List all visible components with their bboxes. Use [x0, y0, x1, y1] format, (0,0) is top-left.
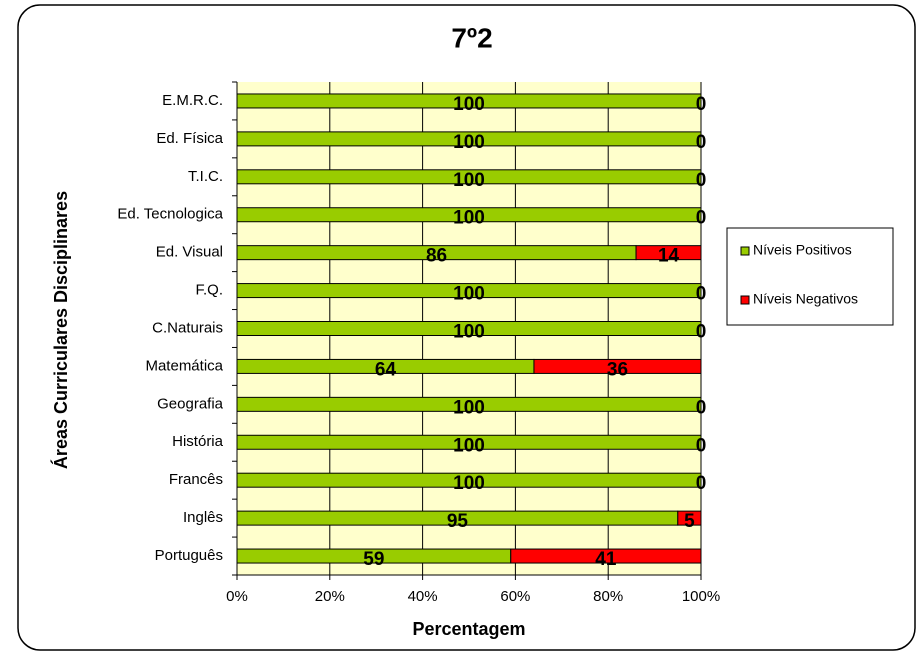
bar-segment	[236, 93, 702, 109]
data-label: 0	[696, 208, 707, 229]
x-tick-label: 80%	[593, 588, 623, 605]
y-tick-label: Ed. Tecnologica	[117, 206, 223, 223]
data-label: 0	[696, 397, 707, 418]
data-label: 100	[453, 397, 485, 418]
data-label: 100	[453, 170, 485, 191]
data-label: 95	[447, 511, 469, 532]
y-tick-label: Matemática	[145, 357, 223, 374]
bar-segment	[635, 245, 702, 261]
y-tick-label: T.I.C.	[188, 168, 223, 185]
y-tick-label: E.M.R.C.	[162, 92, 223, 109]
legend-label: Níveis Positivos	[753, 242, 852, 258]
data-label: 5	[684, 511, 695, 532]
bar-segment	[677, 510, 702, 526]
y-tick-label: História	[172, 433, 224, 450]
data-label: 0	[696, 473, 707, 494]
x-tick-label: 0%	[226, 588, 248, 605]
data-label: 64	[375, 359, 397, 380]
y-tick-label: C.Naturais	[152, 319, 223, 336]
bar-segment	[236, 283, 702, 299]
data-label: 36	[607, 359, 628, 380]
legend-label: Níveis Negativos	[753, 291, 858, 307]
chart-title: 7º2	[451, 22, 492, 53]
x-tick-label: 40%	[408, 588, 438, 605]
bar-segment	[236, 321, 702, 336]
legend-swatch	[740, 295, 750, 305]
x-tick-label: 100%	[682, 588, 720, 605]
data-label: 100	[453, 322, 485, 343]
data-label: 0	[696, 94, 707, 115]
y-axis-label: Áreas Curriculares Disciplinares	[50, 191, 71, 469]
y-tick-label: Francês	[169, 471, 223, 488]
data-label: 0	[696, 132, 707, 153]
data-label: 100	[453, 284, 485, 305]
legend-swatch	[740, 246, 750, 256]
y-tick-label: F.Q.	[195, 282, 223, 299]
data-label: 14	[658, 246, 680, 267]
y-tick-label: Inglês	[183, 509, 223, 526]
y-tick-label: Ed. Física	[156, 130, 223, 147]
bar-segment	[236, 131, 702, 147]
bar-segment	[510, 548, 702, 564]
x-tick-label: 60%	[500, 588, 530, 605]
bar-segment	[533, 358, 702, 374]
y-tick-label: Ed. Visual	[156, 244, 223, 261]
x-axis-label: Percentagem	[412, 619, 525, 639]
data-label: 100	[453, 94, 485, 115]
data-label: 100	[453, 473, 485, 494]
data-label: 41	[595, 549, 617, 570]
data-label: 100	[453, 132, 485, 153]
data-label: 0	[696, 284, 707, 305]
legend-box	[726, 227, 894, 326]
data-label: 59	[363, 549, 384, 570]
bar-segment	[236, 396, 702, 412]
data-label: 100	[453, 435, 485, 456]
data-label: 100	[453, 208, 485, 229]
data-label: 0	[696, 170, 707, 191]
data-label: 0	[696, 435, 707, 456]
bar-segment	[236, 169, 702, 185]
y-tick-label: Geografia	[157, 395, 224, 412]
x-tick-label: 20%	[315, 588, 345, 605]
bar-segment	[236, 434, 702, 450]
data-label: 0	[696, 322, 707, 343]
bar-segment	[236, 207, 702, 223]
data-label: 86	[426, 246, 447, 267]
bar-segment	[236, 472, 702, 488]
y-tick-label: Português	[155, 547, 223, 564]
